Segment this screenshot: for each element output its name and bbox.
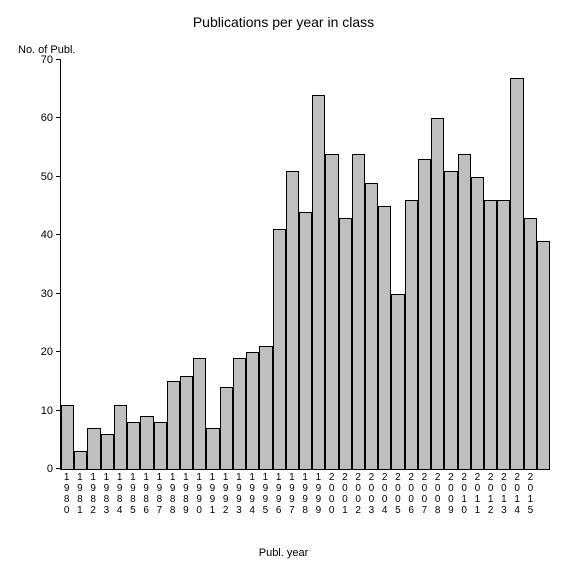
y-tick-label: 30 (41, 288, 61, 300)
y-tick-label: 60 (41, 112, 61, 124)
chart-title: Publications per year in class (0, 14, 567, 30)
bar (431, 118, 444, 469)
chart-container: Publications per year in class No. of Pu… (0, 0, 567, 567)
bar (193, 358, 206, 469)
y-tick-mark (56, 293, 61, 294)
x-tick-label: 2001 (338, 472, 351, 516)
bar (206, 428, 219, 469)
bar (471, 177, 484, 469)
x-tick-label: 2000 (325, 472, 338, 516)
y-tick-label: 70 (41, 54, 61, 66)
x-tick-label: 2010 (458, 472, 471, 516)
bar (510, 78, 523, 469)
x-tick-label: 1993 (232, 472, 245, 516)
bar (233, 358, 246, 469)
x-tick-label (537, 472, 550, 516)
y-tick-mark (56, 176, 61, 177)
y-tick-label: 50 (41, 171, 61, 183)
x-tick-label: 2009 (444, 472, 457, 516)
x-tick-label: 1982 (87, 472, 100, 516)
x-tick-label: 1992 (219, 472, 232, 516)
y-tick-mark (56, 410, 61, 411)
x-tick-label: 2014 (511, 472, 524, 516)
x-tick-label: 2002 (352, 472, 365, 516)
bar (378, 206, 391, 469)
bars-group (61, 60, 550, 469)
bar (87, 428, 100, 469)
bar (140, 416, 153, 469)
x-tick-label: 2003 (365, 472, 378, 516)
x-tick-label: 1985 (126, 472, 139, 516)
x-axis-label: Publ. year (0, 547, 567, 559)
plot-area: 010203040506070 (60, 60, 550, 470)
x-tick-label: 2004 (378, 472, 391, 516)
bar (418, 159, 431, 469)
bar (537, 241, 550, 469)
bar (524, 218, 537, 469)
bar (339, 218, 352, 469)
y-tick-mark (56, 468, 61, 469)
x-tick-label: 2006 (405, 472, 418, 516)
x-tick-label: 1989 (179, 472, 192, 516)
y-tick-label: 40 (41, 229, 61, 241)
x-tick-label: 2015 (524, 472, 537, 516)
bar (167, 381, 180, 469)
x-tick-label: 1995 (259, 472, 272, 516)
bar (101, 434, 114, 469)
y-tick-mark (56, 351, 61, 352)
bar (74, 451, 87, 469)
y-tick-label: 0 (47, 463, 61, 475)
x-tick-label: 1999 (312, 472, 325, 516)
x-tick-label: 1988 (166, 472, 179, 516)
bar (114, 405, 127, 469)
bar (286, 171, 299, 469)
bar (127, 422, 140, 469)
x-tick-label: 1987 (153, 472, 166, 516)
bar (312, 95, 325, 469)
y-tick-mark (56, 117, 61, 118)
y-tick-label: 10 (41, 405, 61, 417)
bar (352, 154, 365, 470)
x-tick-label: 2005 (391, 472, 404, 516)
x-tick-label: 1998 (299, 472, 312, 516)
x-tick-label: 2013 (497, 472, 510, 516)
x-tick-label: 1983 (100, 472, 113, 516)
bar (299, 212, 312, 469)
x-tick-label: 1984 (113, 472, 126, 516)
x-tick-label: 2008 (431, 472, 444, 516)
bar (444, 171, 457, 469)
bar (391, 294, 404, 469)
bar (246, 352, 259, 469)
x-tick-labels: 1980198119821983198419851986198719881989… (60, 472, 550, 516)
bar (365, 183, 378, 469)
bar (273, 229, 286, 469)
x-tick-label: 1997 (285, 472, 298, 516)
bar (458, 154, 471, 470)
bar (61, 405, 74, 469)
bar (180, 376, 193, 469)
x-tick-label: 1986 (140, 472, 153, 516)
bar (220, 387, 233, 469)
y-tick-label: 20 (41, 346, 61, 358)
x-tick-label: 2012 (484, 472, 497, 516)
x-tick-label: 1980 (60, 472, 73, 516)
x-tick-label: 2007 (418, 472, 431, 516)
y-tick-mark (56, 234, 61, 235)
x-tick-label: 1994 (246, 472, 259, 516)
x-tick-label: 1991 (206, 472, 219, 516)
y-tick-mark (56, 59, 61, 60)
x-tick-label: 1990 (193, 472, 206, 516)
x-tick-label: 2011 (471, 472, 484, 516)
bar (497, 200, 510, 469)
bar (154, 422, 167, 469)
x-tick-label: 1996 (272, 472, 285, 516)
bar (325, 154, 338, 470)
bar (259, 346, 272, 469)
bar (405, 200, 418, 469)
bar (484, 200, 497, 469)
x-tick-label: 1981 (73, 472, 86, 516)
